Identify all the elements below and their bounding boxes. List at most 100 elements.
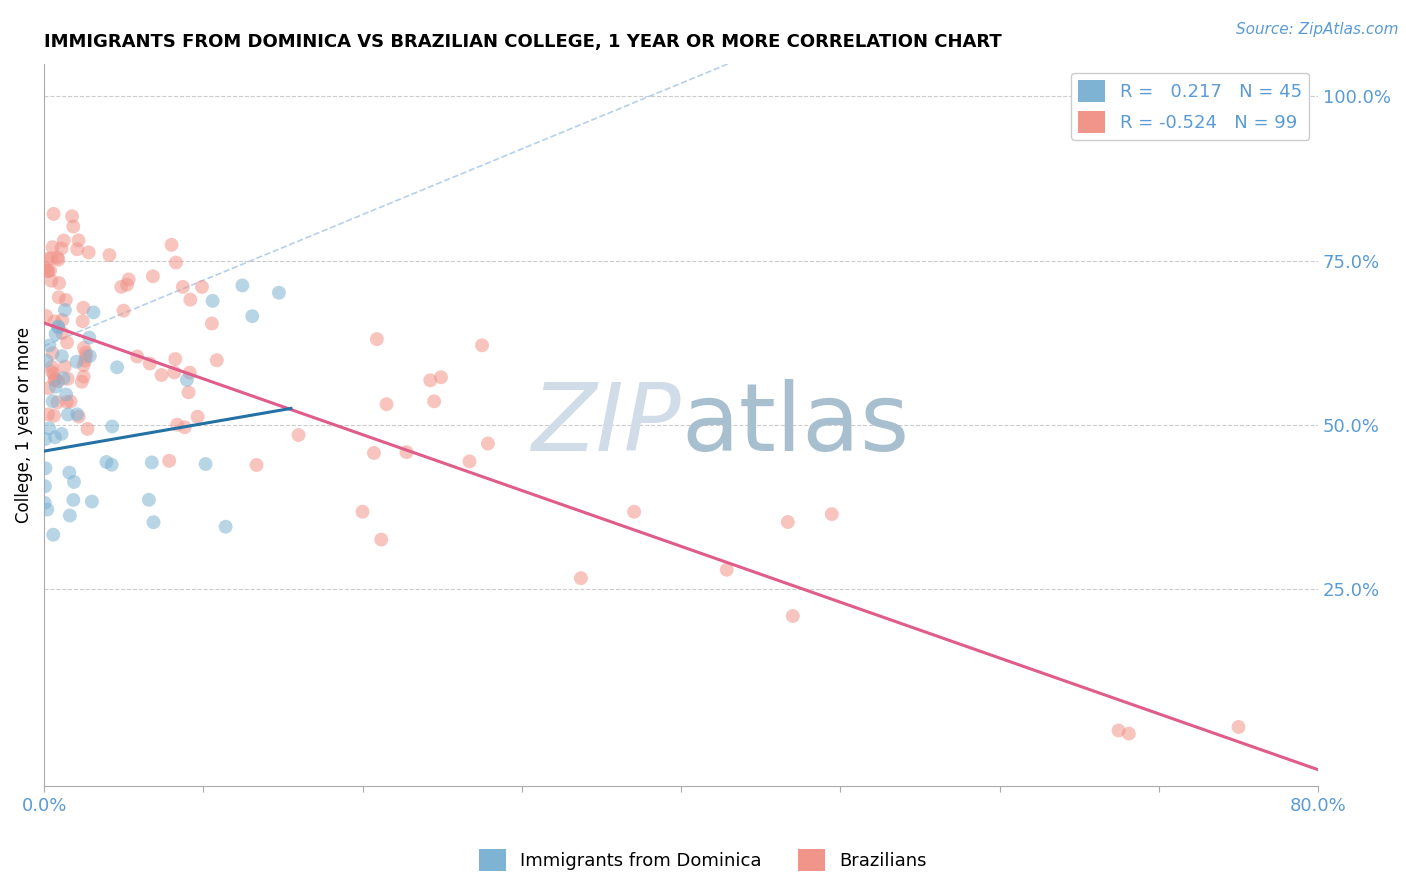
Point (37, 502, 59, 516)
Point (48, 276, 70, 290)
Point (41, 365, 63, 379)
Point (46, 320, 69, 334)
Point (42, 409, 65, 423)
Point (177, 385, 200, 400)
Point (214, 519, 236, 533)
Point (115, 277, 138, 292)
Point (62, 492, 84, 507)
Text: IMMIGRANTS FROM DOMINICA VS BRAZILIAN COLLEGE, 1 YEAR OR MORE CORRELATION CHART: IMMIGRANTS FROM DOMINICA VS BRAZILIAN CO… (44, 33, 1002, 51)
Point (1118, 726, 1140, 740)
Point (160, 237, 183, 252)
Point (37, 408, 59, 422)
Point (1108, 723, 1130, 738)
Text: Source: ZipAtlas.com: Source: ZipAtlas.com (1236, 22, 1399, 37)
Point (205, 353, 228, 368)
Point (34, 432, 56, 446)
Point (72, 314, 94, 328)
Point (142, 515, 165, 529)
Point (58, 466, 80, 480)
Point (34, 479, 56, 493)
Point (98, 248, 121, 262)
Point (96, 455, 118, 469)
Point (67, 233, 90, 247)
Point (118, 272, 141, 286)
Point (142, 269, 165, 284)
Point (35, 353, 58, 368)
Text: ZIP: ZIP (531, 379, 681, 470)
Point (48, 290, 70, 304)
Point (34, 461, 56, 475)
Point (75, 345, 97, 359)
Point (59, 508, 82, 523)
Point (127, 350, 149, 364)
Legend: Immigrants from Dominica, Brazilians: Immigrants from Dominica, Brazilians (471, 842, 935, 879)
Point (51, 313, 73, 327)
Point (38, 421, 60, 435)
Point (173, 420, 195, 434)
Point (42, 367, 65, 381)
Point (37, 252, 59, 266)
Point (56, 395, 79, 409)
Point (776, 515, 799, 529)
Point (70, 375, 93, 389)
Point (38, 381, 60, 395)
Point (46, 319, 69, 334)
Point (79, 349, 101, 363)
Point (72, 301, 94, 315)
Point (37, 264, 59, 278)
Point (51, 241, 73, 255)
Point (191, 280, 214, 294)
Point (46, 374, 69, 388)
Point (105, 360, 128, 375)
Point (187, 409, 209, 424)
Point (166, 417, 188, 432)
Point (150, 368, 173, 382)
Point (44, 430, 66, 444)
Point (39, 263, 62, 277)
Point (569, 571, 592, 585)
Point (423, 394, 446, 409)
Point (73, 341, 96, 355)
Point (157, 454, 180, 468)
Point (56, 408, 79, 422)
Point (41, 394, 63, 409)
Point (267, 285, 290, 300)
Point (75, 349, 97, 363)
Point (201, 293, 224, 308)
Point (370, 533, 392, 547)
Point (101, 419, 124, 434)
Point (46, 252, 69, 267)
Point (163, 365, 186, 379)
Point (179, 293, 201, 307)
Point (165, 255, 187, 269)
Point (782, 609, 804, 624)
Point (62, 219, 84, 234)
Point (100, 458, 122, 472)
Point (56, 335, 79, 350)
Point (56, 372, 79, 386)
Point (395, 445, 418, 459)
Point (77, 245, 100, 260)
Point (45, 326, 67, 341)
Point (176, 373, 198, 387)
Point (80, 494, 103, 508)
Point (44, 314, 66, 328)
Point (471, 338, 494, 352)
Point (41, 240, 63, 254)
Point (172, 280, 194, 294)
Point (53, 303, 76, 318)
Point (73, 353, 96, 368)
Point (38, 338, 60, 352)
Point (55, 293, 77, 307)
Point (375, 397, 398, 411)
Point (194, 457, 217, 471)
Point (59, 394, 82, 409)
Point (363, 446, 385, 460)
Point (201, 317, 224, 331)
Point (67, 409, 90, 424)
Text: atlas: atlas (681, 379, 910, 471)
Point (72, 358, 94, 372)
Point (179, 366, 201, 380)
Point (110, 280, 132, 294)
Point (245, 458, 267, 472)
